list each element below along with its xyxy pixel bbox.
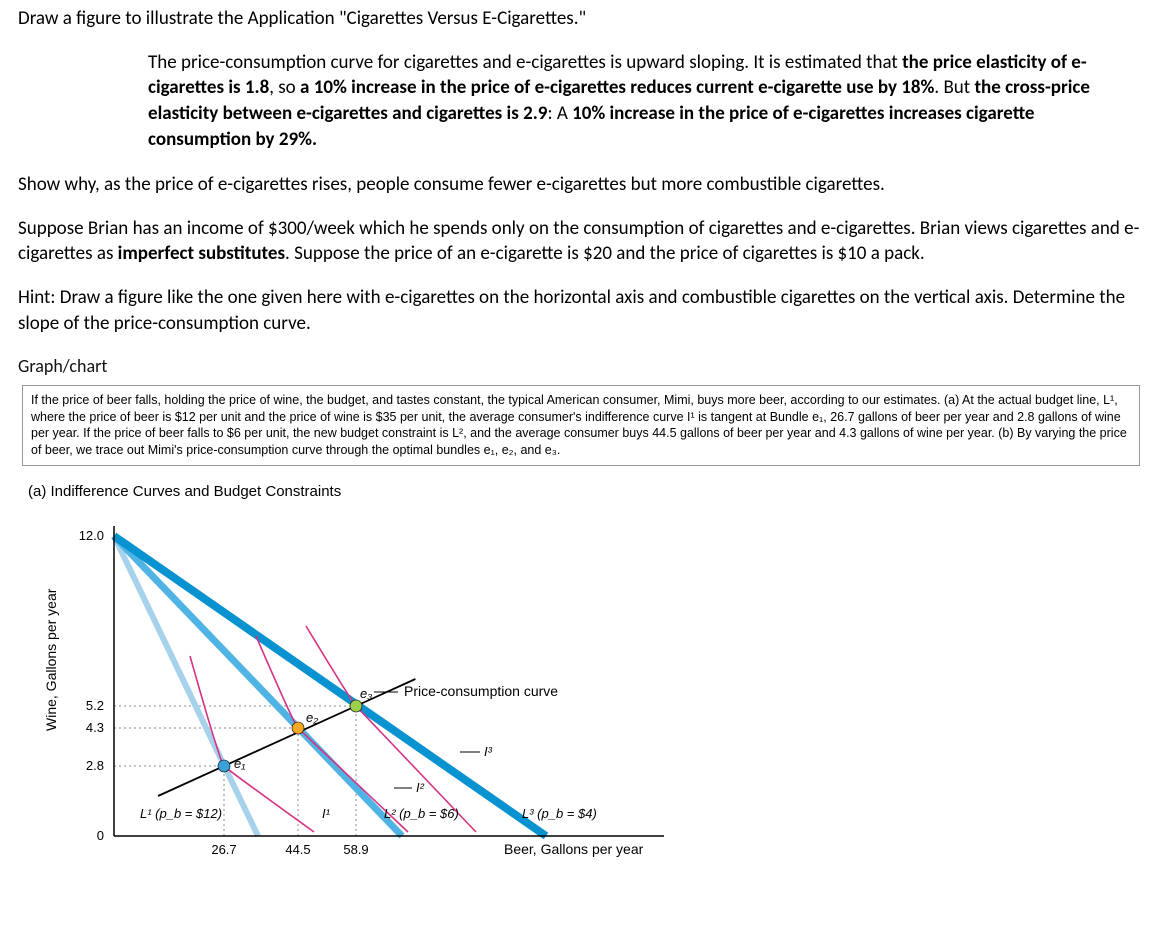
elasticity-paragraph: The price-consumption curve for cigarett… xyxy=(148,50,1114,153)
svg-text:Beer, Gallons per year: Beer, Gallons per year xyxy=(504,841,644,857)
elasticity-mid1: , so xyxy=(269,76,300,99)
svg-text:44.5: 44.5 xyxy=(285,842,310,857)
show-why-line: Show why, as the price of e-cigarettes r… xyxy=(18,172,1144,198)
elasticity-mid3: : A xyxy=(547,102,572,125)
indifference-budget-chart: 12.0 5.2 4.3 2.8 0 26.7 44.5 58.9 e₁ e₂ e₃ Price-co… xyxy=(24,506,684,866)
svg-text:L¹ (p_b = $12): L¹ (p_b = $12) xyxy=(140,806,222,821)
panel-a-title: (a) Indifference Curves and Budget Const… xyxy=(28,482,1144,502)
brian-t2: . Suppose the price of an e-cigarette is… xyxy=(285,242,925,265)
svg-text:26.7: 26.7 xyxy=(211,842,236,857)
svg-text:e₁: e₁ xyxy=(234,756,245,771)
elasticity-b2: a 10% increase in the price of e-cigaret… xyxy=(300,76,934,99)
brian-b1: imperfect substitutes xyxy=(118,242,285,265)
chart-area: 12.0 5.2 4.3 2.8 0 26.7 44.5 58.9 e₁ e₂ e₃ Price-co… xyxy=(24,506,1144,866)
svg-text:L³ (p_b = $4): L³ (p_b = $4) xyxy=(522,806,597,821)
figure-caption: If the price of beer falls, holding the … xyxy=(22,385,1140,467)
svg-text:I³: I³ xyxy=(484,744,493,759)
graph-chart-label: Graph/chart xyxy=(18,354,1144,378)
svg-text:0: 0 xyxy=(97,828,104,843)
svg-text:4.3: 4.3 xyxy=(86,720,104,735)
svg-text:58.9: 58.9 xyxy=(343,842,368,857)
elasticity-pre: The price-consumption curve for cigarett… xyxy=(148,51,902,74)
svg-text:e₃: e₃ xyxy=(360,686,372,701)
svg-text:L² (p_b = $6): L² (p_b = $6) xyxy=(384,806,459,821)
svg-text:Price-consumption curve: Price-consumption curve xyxy=(404,683,558,699)
elasticity-mid2: . But xyxy=(934,76,974,99)
svg-text:5.2: 5.2 xyxy=(86,698,104,713)
svg-text:I¹: I¹ xyxy=(322,806,331,821)
svg-text:I²: I² xyxy=(416,780,425,795)
svg-text:Wine, Gallons per year: Wine, Gallons per year xyxy=(43,589,59,732)
svg-text:2.8: 2.8 xyxy=(86,758,104,773)
hint-paragraph: Hint: Draw a figure like the one given h… xyxy=(18,285,1144,336)
svg-text:e₂: e₂ xyxy=(306,710,318,725)
instruction-draw: Draw a figure to illustrate the Applicat… xyxy=(18,6,1144,32)
brian-paragraph: Suppose Brian has an income of $300/week… xyxy=(18,216,1144,267)
svg-text:12.0: 12.0 xyxy=(79,528,104,543)
